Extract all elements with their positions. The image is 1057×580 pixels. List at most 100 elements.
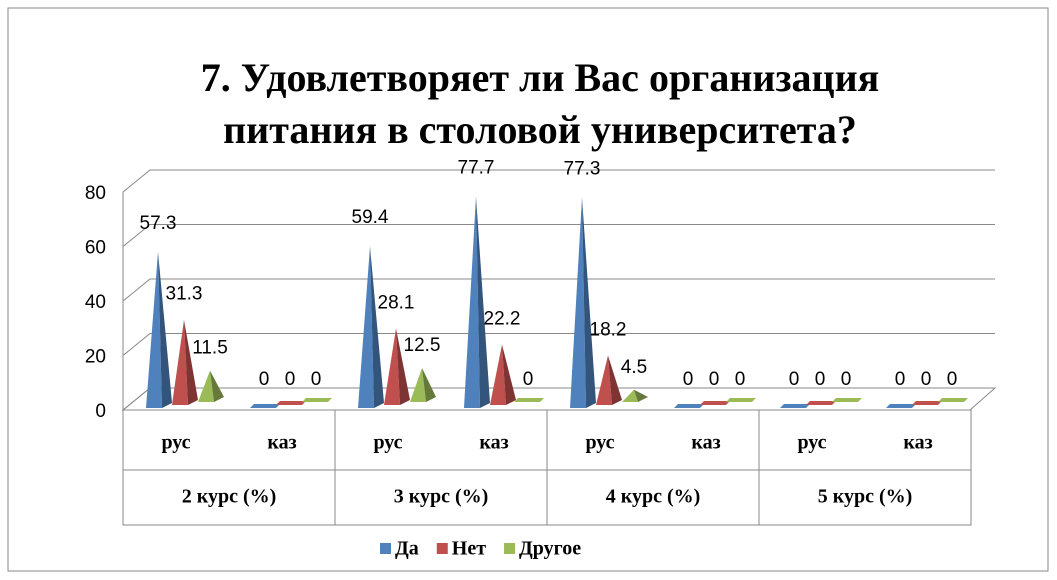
data-label: 59.4	[352, 207, 389, 228]
bar-face	[302, 398, 332, 402]
chart-title: 7. Удовлетворяет ли Вас организация	[201, 55, 880, 100]
x-tick-label: рус	[797, 432, 826, 454]
bar-face	[596, 355, 612, 405]
bar	[514, 398, 544, 402]
x-tick-label: рус	[373, 432, 402, 454]
data-label: 0	[895, 369, 906, 390]
bar	[276, 401, 306, 405]
bar	[832, 398, 862, 402]
bar-face	[358, 246, 374, 408]
data-label: 77.7	[458, 157, 495, 178]
x-tick-label: рус	[161, 432, 190, 454]
grid-line	[122, 278, 995, 302]
legend-label: Другое	[519, 538, 581, 560]
bar	[172, 319, 198, 405]
bar-face	[146, 251, 162, 408]
bar-face	[384, 328, 400, 405]
bar-face	[674, 404, 704, 408]
group-label: 4 курс (%)	[606, 486, 701, 508]
bar-face	[806, 401, 836, 405]
bar-face	[250, 404, 280, 408]
data-label: 0	[709, 369, 720, 390]
bar-face	[570, 197, 586, 408]
x-tick-label: каз	[267, 432, 296, 454]
bar	[622, 389, 648, 402]
bar-face	[912, 401, 942, 405]
bar-side	[476, 196, 490, 408]
data-label: 0	[921, 369, 932, 390]
data-label: 77.3	[564, 158, 601, 179]
legend-label: Нет	[452, 538, 486, 560]
data-label: 22.2	[484, 309, 521, 330]
bar	[198, 370, 224, 402]
legend-label: Да	[395, 538, 419, 560]
bar	[674, 404, 704, 408]
group-label: 3 курс (%)	[394, 486, 489, 508]
x-tick-label: каз	[479, 432, 508, 454]
legend-swatch	[504, 543, 516, 554]
bar	[146, 251, 172, 408]
bar-face	[938, 398, 968, 402]
data-label: 0	[815, 369, 826, 390]
data-label: 0	[789, 369, 800, 390]
bar	[726, 398, 756, 402]
bar-face	[276, 401, 306, 405]
bar-face	[514, 398, 544, 402]
bar	[384, 328, 410, 405]
data-label: 12.5	[404, 335, 441, 356]
data-label: 0	[259, 369, 270, 390]
grid-line	[122, 224, 995, 247]
grid-line	[122, 169, 995, 193]
bar-face	[172, 319, 188, 405]
bar	[596, 355, 622, 405]
y-tick-label: 40	[85, 292, 106, 313]
bar	[700, 401, 730, 405]
bar	[410, 367, 436, 402]
data-label: 18.2	[590, 319, 627, 340]
x-tick-label: рус	[585, 432, 614, 454]
data-label: 0	[285, 369, 296, 390]
bar-side	[634, 389, 648, 402]
bar-face	[198, 370, 214, 402]
bar	[938, 398, 968, 402]
bar	[302, 398, 332, 402]
bar	[464, 196, 490, 408]
bar-side	[608, 355, 622, 405]
bar	[886, 404, 916, 408]
bar-side	[210, 370, 224, 402]
data-label: 0	[311, 369, 322, 390]
bar	[250, 404, 280, 408]
chart-border	[7, 7, 1049, 572]
bar-side	[184, 319, 198, 405]
bar-face	[726, 398, 756, 402]
data-label: 0	[841, 369, 852, 390]
data-label: 4.5	[621, 357, 647, 378]
bar-face	[490, 344, 506, 405]
bar	[570, 197, 596, 408]
bar	[358, 246, 384, 408]
y-tick-label: 0	[95, 401, 106, 422]
bar-side	[158, 251, 172, 408]
x-tick-label: каз	[691, 432, 720, 454]
bar-side	[502, 344, 516, 405]
chart-title: питания в столовой университета?	[223, 107, 857, 152]
legend-swatch	[380, 543, 391, 554]
bar-side	[396, 328, 410, 405]
data-label: 0	[735, 369, 746, 390]
data-label: 11.5	[192, 338, 228, 359]
data-label: 0	[683, 369, 694, 390]
bar-face	[410, 367, 426, 402]
bar	[912, 401, 942, 405]
data-label: 0	[947, 369, 958, 390]
data-label: 28.1	[378, 292, 415, 313]
legend-swatch	[436, 543, 448, 554]
bar	[806, 401, 836, 405]
group-label: 2 курс (%)	[182, 486, 277, 508]
bar-face	[780, 404, 810, 408]
bar-side	[582, 197, 596, 408]
grid-line	[122, 333, 995, 356]
bar-face	[832, 398, 862, 402]
data-label: 0	[523, 369, 534, 390]
bar	[490, 344, 516, 405]
